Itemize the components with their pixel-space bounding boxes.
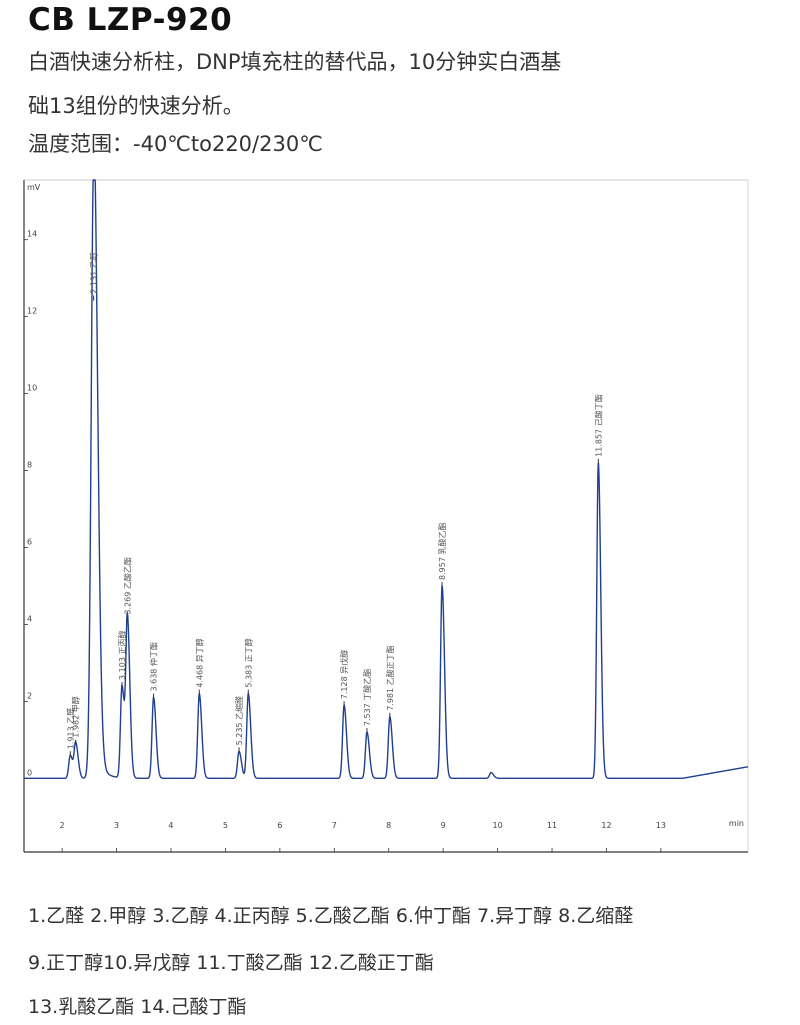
y-tick-label: 8 — [27, 461, 32, 470]
peak-label: 1.913 乙醛 — [65, 708, 75, 749]
y-tick-label: 4 — [27, 614, 32, 623]
x-tick-label: 4 — [168, 821, 173, 830]
chromatogram-chart: mV 0 2 4 6 8 10 12 14 2 3 4 5 6 7 8 9 10 11 12 13 min 1.913 乙… — [23, 179, 749, 853]
product-title: CB LZP-920 — [28, 2, 233, 38]
x-tick-label: 7 — [332, 821, 337, 830]
peak-label: 1.982 甲醇 — [71, 696, 81, 737]
peak-label: 5.383 正丁醇 — [243, 638, 253, 687]
y-tick-label: 10 — [27, 384, 37, 393]
y-tick-label: 14 — [27, 230, 37, 239]
peak-annotations: 1.913 乙醛1.982 甲醇 2.131 乙醇 3.103 正丙醇 3.269 乙… — [65, 252, 603, 757]
tick-labels: mV 0 2 4 6 8 10 12 14 2 3 4 5 6 7 8 9 10 11 12 13 min — [27, 183, 744, 830]
description-line-2: 础13组份的快速分析。 — [28, 94, 244, 118]
peak-label: 5.235 乙缩醛 — [234, 696, 244, 745]
y-tick-label: 12 — [27, 307, 37, 316]
y-tick-label: 6 — [27, 537, 32, 546]
peak-label: 2.131 乙醇 — [89, 252, 99, 293]
x-tick-label: 8 — [386, 821, 391, 830]
peak-label: 3.103 正丙醇 — [117, 631, 127, 680]
legend-line-3: 13.乳酸乙酯 14.己酸丁酯 — [28, 996, 247, 1018]
temperature-range: 温度范围：-40℃to220/230℃ — [28, 132, 323, 156]
x-tick-label: 3 — [114, 821, 119, 830]
y-tick-label: 0 — [27, 768, 32, 777]
peak-label: 11.857 己酸丁酯 — [593, 394, 603, 457]
peak-label: 7.537 丁酸乙酯 — [362, 669, 372, 726]
x-tick-label: 10 — [493, 821, 503, 830]
y-tick-label: 2 — [27, 691, 32, 700]
axes — [23, 179, 749, 853]
x-tick-label: 12 — [601, 821, 611, 830]
peak-label: 7.128 异戊醇 — [339, 650, 349, 699]
description-line-1: 白酒快速分析柱，DNP填充柱的替代品，10分钟实白酒基 — [28, 50, 562, 74]
peak-label: 7.981 乙酸正丁酯 — [385, 645, 395, 710]
x-tick-label: 9 — [441, 821, 446, 830]
peak-label: 4.468 异丁醇 — [194, 638, 204, 687]
x-tick-label: 6 — [277, 821, 282, 830]
x-tick-label: 5 — [223, 821, 228, 830]
x-tick-label: 11 — [547, 821, 557, 830]
chromatogram-trace — [24, 179, 749, 780]
peak-label: 3.638 仲丁酯 — [149, 642, 159, 691]
x-axis-unit-label: min — [729, 819, 744, 828]
x-tick-label: 2 — [60, 821, 65, 830]
peak-label: 8.957 乳酸乙酯 — [437, 522, 447, 579]
peak-label: 3.269 乙酸乙酯 — [122, 557, 132, 614]
x-tick-label: 13 — [656, 821, 666, 830]
legend-line-1: 1.乙醛 2.甲醇 3.乙醇 4.正丙醇 5.乙酸乙酯 6.仲丁酯 7.异丁醇 … — [28, 905, 634, 927]
legend-line-2: 9.正丁醇10.异戊醇 11.丁酸乙酯 12.乙酸正丁酯 — [28, 952, 434, 974]
y-axis-unit-label: mV — [27, 183, 41, 192]
